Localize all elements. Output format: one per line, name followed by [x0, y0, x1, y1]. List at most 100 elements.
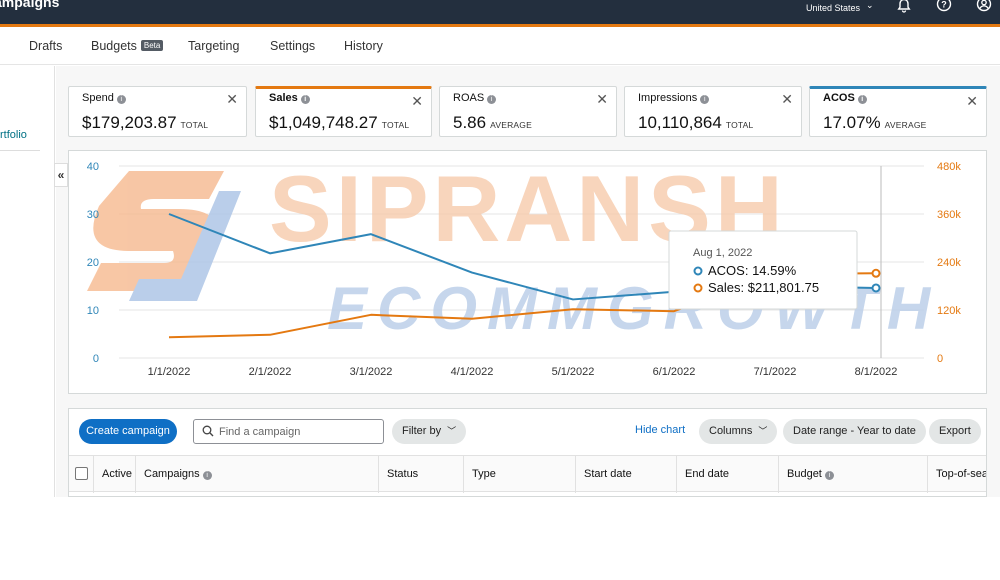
- sidebar-item-portfolio[interactable]: rtfolio: [0, 129, 27, 141]
- close-icon[interactable]: ✕: [781, 91, 793, 107]
- table-header-row: Active Campaigns i Status Type Start date…: [69, 455, 987, 493]
- bell-icon[interactable]: [896, 0, 912, 14]
- metric-card-spend[interactable]: Spend i ✕ $179,203.87 TOTAL: [68, 86, 247, 137]
- metric-label: ACOS i: [823, 92, 867, 104]
- info-icon: i: [202, 471, 212, 480]
- close-icon[interactable]: ✕: [411, 93, 423, 109]
- hide-chart-link[interactable]: Hide chart: [635, 424, 686, 436]
- x-axis-tick-label: 5/1/2022: [552, 366, 595, 378]
- export-button[interactable]: Export: [929, 419, 981, 444]
- top-bar: ampaigns United States ⌄ ?: [0, 0, 1000, 27]
- campaign-nav: Drafts Budgets Beta Targeting Settings Hi…: [0, 30, 1000, 65]
- close-icon[interactable]: ✕: [966, 93, 978, 109]
- svg-text:?: ?: [941, 0, 947, 10]
- app-frame: ampaigns United States ⌄ ? Drafts Budget…: [0, 0, 1000, 497]
- metric-value: $179,203.87 TOTAL: [82, 113, 209, 132]
- nav-budgets[interactable]: Budgets Beta: [91, 39, 164, 53]
- performance-chart: SIPRANSH ECOMMGROWTH 40 30 20 10 0 480k 360k 24…: [68, 150, 987, 394]
- nav-settings[interactable]: Settings: [270, 39, 316, 53]
- metric-value: $1,049,748.27 TOTAL: [269, 113, 410, 132]
- left-axis-tick-label: 0: [93, 353, 99, 365]
- columns-button[interactable]: Columns ﹀: [699, 419, 778, 444]
- create-campaign-button[interactable]: Create campaign: [79, 419, 177, 444]
- x-axis-tick-label: 2/1/2022: [249, 366, 292, 378]
- select-all-checkbox[interactable]: [75, 467, 88, 480]
- campaign-search-field[interactable]: Find a campaign: [193, 419, 384, 444]
- search-placeholder: Find a campaign: [219, 426, 301, 438]
- info-icon: i: [300, 95, 310, 104]
- chevron-down-icon: ⌄: [866, 0, 874, 10]
- nav-targeting[interactable]: Targeting: [188, 39, 240, 53]
- collapse-sidebar-button[interactable]: «: [54, 163, 68, 187]
- watermark-logo-icon: [87, 171, 241, 301]
- tooltip-row: Sales: $211,801.75: [708, 280, 819, 295]
- info-icon: i: [700, 95, 710, 104]
- select-all-cell: [69, 456, 94, 493]
- chart-tooltip: [668, 230, 858, 310]
- column-header-budget[interactable]: Budget i: [779, 456, 928, 493]
- info-icon: i: [857, 95, 867, 104]
- column-header-top-of-search[interactable]: Top-of-sear: [936, 468, 987, 480]
- portfolio-sidebar: rtfolio: [0, 66, 55, 497]
- nav-budgets-label: Budgets: [91, 39, 137, 53]
- metric-card-acos[interactable]: ACOS i ✕ 17.07% AVERAGE: [809, 86, 987, 137]
- close-icon[interactable]: ✕: [226, 91, 238, 107]
- metric-label: ROAS i: [453, 92, 497, 104]
- filter-by-button[interactable]: Filter by ﹀: [392, 419, 467, 444]
- help-icon[interactable]: ?: [936, 0, 952, 14]
- column-header-status[interactable]: Status: [379, 456, 464, 493]
- right-axis-tick-label: 360k: [937, 209, 961, 221]
- date-range-button[interactable]: Date range - Year to date: [783, 419, 926, 444]
- left-axis-tick-label: 30: [87, 209, 99, 221]
- tooltip-row: ACOS: 14.59%: [708, 263, 797, 278]
- metric-card-sales[interactable]: Sales i ✕ $1,049,748.27 TOTAL: [255, 86, 432, 137]
- sidebar-divider: [0, 150, 40, 151]
- marketplace-selector[interactable]: United States ⌄: [806, 0, 874, 13]
- beta-badge: Beta: [140, 40, 164, 51]
- metric-value: 5.86 AVERAGE: [453, 113, 532, 132]
- column-header-end-date[interactable]: End date: [677, 456, 779, 493]
- metric-label: Impressions i: [638, 92, 710, 104]
- x-axis-tick-label: 6/1/2022: [653, 366, 696, 378]
- columns-label: Columns: [709, 425, 753, 437]
- user-icon[interactable]: [976, 0, 992, 14]
- series-point-acos[interactable]: [871, 283, 881, 293]
- right-axis-tick-label: 120k: [937, 305, 961, 317]
- country-label: United States: [806, 3, 861, 13]
- left-axis-tick-label: 40: [87, 161, 99, 173]
- column-header-active[interactable]: Active: [94, 456, 136, 493]
- search-icon: [202, 425, 214, 437]
- campaigns-table-panel: Create campaign Find a campaign Filter b…: [68, 408, 987, 497]
- filter-label: Filter by: [402, 425, 442, 437]
- x-axis-tick-label: 4/1/2022: [451, 366, 494, 378]
- info-icon: i: [116, 95, 126, 104]
- right-axis-tick-label: 480k: [937, 161, 961, 173]
- tooltip-legend-dot: [693, 266, 703, 276]
- x-axis-tick-label: 8/1/2022: [855, 366, 898, 378]
- close-icon[interactable]: ✕: [596, 91, 608, 107]
- right-axis-tick-label: 240k: [937, 257, 961, 269]
- metric-label: Sales i: [269, 92, 310, 104]
- metric-value: 10,110,864 TOTAL: [638, 113, 754, 132]
- x-axis-tick-label: 3/1/2022: [350, 366, 393, 378]
- app-title: ampaigns: [0, 0, 60, 10]
- chart-canvas: SIPRANSH ECOMMGROWTH 403020100480k360k24…: [87, 156, 962, 378]
- left-axis-tick-label: 10: [87, 305, 99, 317]
- metric-card-roas[interactable]: ROAS i ✕ 5.86 AVERAGE: [439, 86, 617, 137]
- right-axis-tick-label: 0: [937, 353, 943, 365]
- column-header-start-date[interactable]: Start date: [576, 456, 677, 493]
- tooltip-legend-dot: [693, 283, 703, 293]
- column-header-type[interactable]: Type: [464, 456, 576, 493]
- metric-value: 17.07% AVERAGE: [823, 113, 927, 132]
- metric-card-impressions[interactable]: Impressions i ✕ 10,110,864 TOTAL: [624, 86, 802, 137]
- column-header-campaigns[interactable]: Campaigns i: [136, 456, 379, 493]
- series-point-sales[interactable]: [871, 268, 881, 278]
- nav-history[interactable]: History: [344, 39, 383, 53]
- metric-label: Spend i: [82, 92, 126, 104]
- left-axis-tick-label: 20: [87, 257, 99, 269]
- info-icon: i: [487, 95, 497, 104]
- chevron-down-icon: ﹀: [447, 426, 457, 436]
- chevron-down-icon: ﹀: [758, 426, 768, 436]
- tooltip-date: Aug 1, 2022: [693, 247, 752, 259]
- nav-drafts[interactable]: Drafts: [29, 39, 63, 53]
